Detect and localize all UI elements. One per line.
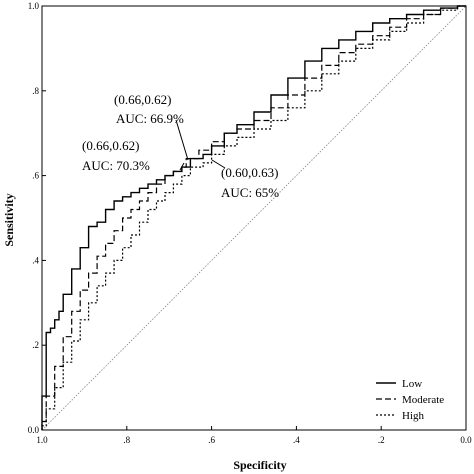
y-axis-title: Sensitivity	[2, 193, 16, 246]
y-tick-label: .2	[32, 340, 39, 350]
y-tick-label: 1.0	[28, 1, 40, 11]
annotation-pointer-2	[179, 162, 185, 171]
y-tick-label: .8	[32, 86, 39, 96]
x-tick-label: .4	[293, 435, 300, 445]
y-tick-label: 0.0	[28, 425, 40, 435]
annotation-2-auc: AUC: 70.3%	[82, 158, 150, 173]
y-tick-label: .6	[32, 171, 39, 181]
x-tick-label: .2	[378, 435, 385, 445]
series-line-high	[41, 5, 466, 430]
plot-frame	[41, 5, 467, 431]
annotation-3-coords: (0.60,0.63)	[221, 165, 278, 180]
y-axis-ticks: 0.0 .2 .4 .6 .8 1.0	[28, 1, 46, 435]
series-layer	[41, 5, 466, 430]
annotation-pointer-1	[175, 119, 189, 161]
x-tick-label: 1.0	[36, 435, 48, 445]
x-tick-label: 0.0	[460, 435, 472, 445]
x-axis-title: Specificity	[233, 458, 286, 472]
x-tick-label: .6	[208, 435, 215, 445]
legend: Low Moderate High	[376, 378, 444, 422]
x-axis-ticks: 1.0 .8 .6 .4 .2 0.0	[36, 426, 472, 445]
annotation-2-coords: (0.66,0.62)	[82, 138, 139, 153]
legend-label-moderate: Moderate	[402, 394, 444, 406]
legend-label-low: Low	[402, 378, 422, 390]
reference-diagonal-line	[41, 5, 467, 431]
annotation-1-coords: (0.66,0.62)	[114, 92, 171, 107]
annotation-pointer-3	[211, 159, 226, 169]
annotation-1-auc: AUC: 66.9%	[116, 111, 184, 126]
annotation-3-auc: AUC: 65%	[221, 185, 279, 200]
y-tick-label: .4	[32, 255, 39, 265]
legend-label-high: High	[402, 410, 425, 422]
x-tick-label: .8	[123, 435, 130, 445]
